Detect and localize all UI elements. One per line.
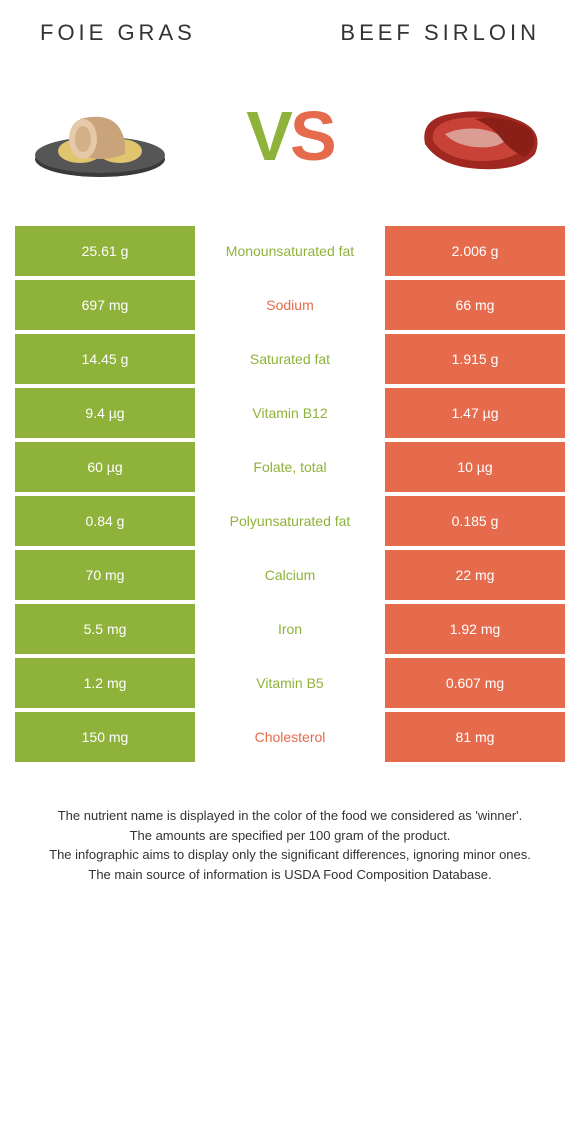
table-row: 5.5 mgIron1.92 mg: [15, 604, 565, 654]
left-value-cell: 5.5 mg: [15, 604, 195, 654]
nutrient-label-cell: Cholesterol: [195, 712, 385, 762]
vs-label: VS: [246, 101, 333, 171]
foie-gras-icon: [25, 89, 175, 184]
left-value-cell: 9.4 µg: [15, 388, 195, 438]
nutrient-label-cell: Vitamin B5: [195, 658, 385, 708]
nutrient-label-cell: Saturated fat: [195, 334, 385, 384]
left-value-cell: 0.84 g: [15, 496, 195, 546]
left-value-cell: 14.45 g: [15, 334, 195, 384]
table-row: 697 mgSodium66 mg: [15, 280, 565, 330]
right-value-cell: 0.185 g: [385, 496, 565, 546]
right-value-cell: 1.92 mg: [385, 604, 565, 654]
table-row: 1.2 mgVitamin B50.607 mg: [15, 658, 565, 708]
table-row: 14.45 gSaturated fat1.915 g: [15, 334, 565, 384]
left-value-cell: 150 mg: [15, 712, 195, 762]
table-row: 25.61 gMonounsaturated fat2.006 g: [15, 226, 565, 276]
footer-line: The main source of information is USDA F…: [30, 865, 550, 885]
right-value-cell: 2.006 g: [385, 226, 565, 276]
nutrient-table: 25.61 gMonounsaturated fat2.006 g697 mgS…: [0, 226, 580, 762]
left-value-cell: 25.61 g: [15, 226, 195, 276]
right-value-cell: 1.915 g: [385, 334, 565, 384]
header: Foie gras Beef sirloin: [0, 0, 580, 56]
left-value-cell: 70 mg: [15, 550, 195, 600]
nutrient-label-cell: Polyunsaturated fat: [195, 496, 385, 546]
footer-line: The nutrient name is displayed in the co…: [30, 806, 550, 826]
nutrient-label-cell: Monounsaturated fat: [195, 226, 385, 276]
left-food-image: [20, 86, 180, 186]
left-food-title: Foie gras: [40, 20, 196, 46]
right-food-title: Beef sirloin: [340, 20, 540, 46]
table-row: 150 mgCholesterol81 mg: [15, 712, 565, 762]
beef-sirloin-icon: [405, 89, 555, 184]
footer-notes: The nutrient name is displayed in the co…: [0, 766, 580, 904]
right-value-cell: 10 µg: [385, 442, 565, 492]
footer-line: The infographic aims to display only the…: [30, 845, 550, 865]
right-value-cell: 0.607 mg: [385, 658, 565, 708]
footer-line: The amounts are specified per 100 gram o…: [30, 826, 550, 846]
table-row: 9.4 µgVitamin B121.47 µg: [15, 388, 565, 438]
nutrient-label-cell: Calcium: [195, 550, 385, 600]
left-value-cell: 1.2 mg: [15, 658, 195, 708]
right-value-cell: 22 mg: [385, 550, 565, 600]
table-row: 70 mgCalcium22 mg: [15, 550, 565, 600]
table-row: 0.84 gPolyunsaturated fat0.185 g: [15, 496, 565, 546]
right-food-image: [400, 86, 560, 186]
right-value-cell: 66 mg: [385, 280, 565, 330]
vs-row: VS: [0, 56, 580, 226]
right-value-cell: 81 mg: [385, 712, 565, 762]
vs-v-letter: V: [246, 97, 290, 175]
vs-s-letter: S: [290, 97, 334, 175]
left-value-cell: 697 mg: [15, 280, 195, 330]
right-value-cell: 1.47 µg: [385, 388, 565, 438]
table-row: 60 µgFolate, total10 µg: [15, 442, 565, 492]
nutrient-label-cell: Sodium: [195, 280, 385, 330]
nutrient-label-cell: Iron: [195, 604, 385, 654]
left-value-cell: 60 µg: [15, 442, 195, 492]
nutrient-label-cell: Folate, total: [195, 442, 385, 492]
nutrient-label-cell: Vitamin B12: [195, 388, 385, 438]
